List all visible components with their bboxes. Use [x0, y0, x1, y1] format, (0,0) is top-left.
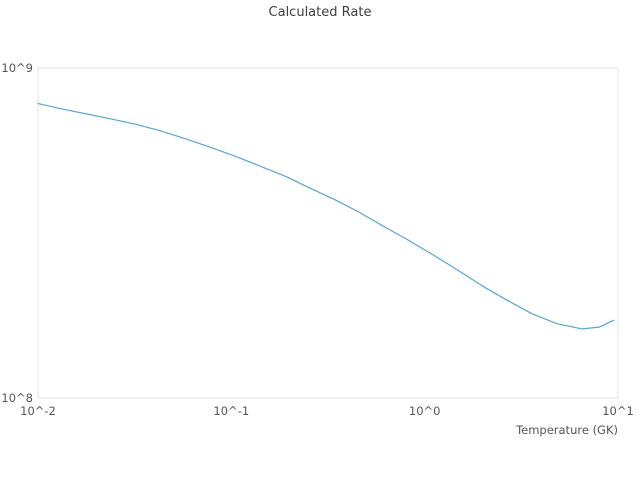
- x-tick-label-1e0: 10^0: [409, 404, 441, 418]
- y-tick-label-1e8: 10^8: [1, 391, 33, 405]
- chart-title: Calculated Rate: [269, 5, 372, 20]
- x-tick-label-1e-2: 10^-2: [20, 404, 56, 418]
- x-tick-label-1e1: 10^1: [602, 404, 634, 418]
- rate-line-series: [37, 103, 615, 330]
- y-tick-label-1e9: 10^9: [1, 61, 33, 75]
- plot-area: [37, 67, 619, 399]
- x-axis-label: Temperature (GK): [515, 423, 618, 437]
- x-tick-label-1e-1: 10^-1: [213, 404, 249, 418]
